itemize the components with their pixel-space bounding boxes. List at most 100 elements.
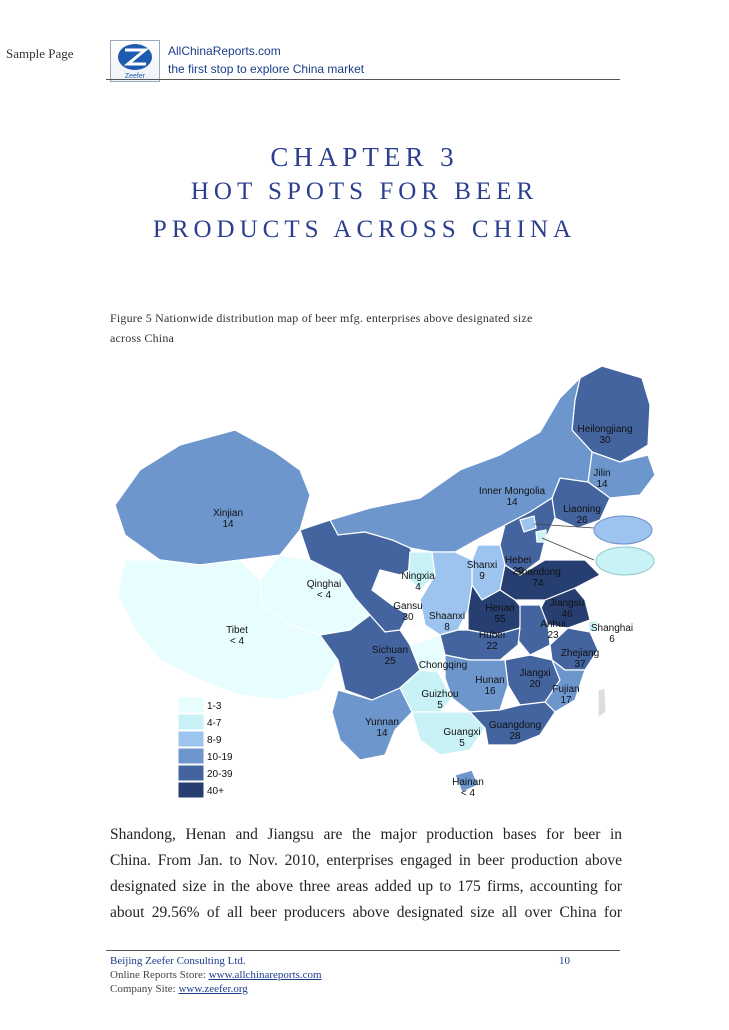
label-anhui: Anhui (540, 619, 566, 630)
footer-store: Online Reports Store: www.allchinareport… (110, 969, 322, 981)
region-inner-mongolia (329, 376, 593, 553)
footer-site: Company Site: www.zeefer.org (110, 983, 248, 995)
legend-swatch-3 (177, 730, 205, 748)
value-hainan: < 4 (461, 788, 476, 799)
value-shanxi: 9 (479, 571, 485, 582)
label-shaanxi: Shaanxi (429, 611, 465, 622)
region-guangxi (411, 711, 486, 756)
label-shandong: Shandong (515, 567, 561, 578)
label-fujian: Fujian (552, 684, 579, 695)
legend-label-6: 40+ (207, 786, 224, 797)
region-fujian (544, 658, 586, 713)
label-inner-mongolia: Inner Mongolia (479, 486, 546, 497)
value-liaoning: 26 (576, 515, 588, 526)
footer-store-label: Online Reports Store: (110, 969, 209, 981)
zeefer-logo-icon: Zeefer (118, 44, 152, 80)
legend-label-5: 20-39 (207, 769, 233, 780)
region-hainan (454, 769, 479, 793)
label-tibet: Tibet (226, 625, 248, 636)
region-shanghai (587, 619, 599, 633)
legend-label-3: 8-9 (207, 735, 222, 746)
value-guizhou: 5 (437, 700, 443, 711)
chapter-number: CHAPTER 3 (270, 142, 459, 172)
zeefer-logo: Zeefer (110, 40, 160, 82)
label-chongqing: Chongqing (419, 660, 467, 671)
label-liaoning: Liaoning (563, 504, 601, 515)
value-hubei: 22 (486, 641, 498, 652)
header-rule (106, 79, 620, 80)
tianjin-callout (595, 546, 655, 576)
value-qinghai: < 4 (317, 590, 332, 601)
site-tagline: the first stop to explore China market (168, 62, 365, 76)
legend-label-4: 10-19 (207, 752, 233, 763)
body-line-1: Shandong, Henan and Jiangsu are the majo… (110, 826, 622, 843)
label-heilongjiang: Heilongjiang (577, 424, 632, 435)
region-hunan (444, 654, 509, 713)
value-tibet: < 4 (230, 636, 245, 647)
region-ningxia (407, 551, 436, 591)
sample-page-label: Sample Page (6, 46, 74, 61)
legend-swatch-6 (177, 781, 205, 799)
label-yunnan: Yunnan (365, 717, 399, 728)
label-hebei: Hebei (505, 555, 531, 566)
value-jilin: 14 (596, 479, 608, 490)
figure-caption-line2: across China (110, 331, 175, 345)
value-heilongjiang: 30 (599, 435, 611, 446)
chapter-title-line1: HOT SPOTS FOR BEER (190, 178, 539, 205)
value-gansu: 30 (402, 612, 414, 623)
footer-site-label: Company Site: (110, 983, 179, 995)
logo-text: Zeefer (125, 73, 146, 80)
legend-swatch-5 (177, 764, 205, 782)
chapter-title-line2: PRODUCTS ACROSS CHINA (152, 216, 577, 243)
value-shanghai: 6 (609, 634, 615, 645)
value-xinjian: 14 (222, 519, 234, 530)
footer-company: Beijing Zeefer Consulting Ltd. (110, 955, 246, 967)
label-jilin: Jilin (593, 468, 610, 479)
value-henan: 55 (494, 614, 506, 625)
value-guangxi: 5 (459, 738, 465, 749)
region-guangdong (468, 701, 556, 746)
body-line-3: designated size in the above three areas… (110, 878, 622, 895)
footer-rule (106, 950, 620, 951)
label-hunan: Hunan (475, 675, 504, 686)
region-taiwan (597, 687, 607, 720)
value-anhui: 23 (547, 630, 559, 641)
legend-label-1: 1-3 (207, 701, 222, 712)
label-gansu: Gansu (393, 601, 422, 612)
label-qinghai: Qinghai (307, 579, 341, 590)
region-tianjin (535, 529, 547, 543)
label-jiangxi: Jiangxi (519, 668, 550, 679)
label-hainan: Hainan (452, 777, 484, 788)
value-yunnan: 14 (376, 728, 388, 739)
value-guangdong: 28 (509, 731, 521, 742)
label-jiangsu: Jiangsu (550, 598, 584, 609)
value-zhejiang: 37 (574, 659, 586, 670)
legend-swatch-2 (177, 713, 205, 731)
label-guangxi: Guangxi (443, 727, 480, 738)
body-line-2: China. From Jan. to Nov. 2010, enterpris… (110, 852, 622, 869)
label-shanghai: Shanghai (591, 623, 633, 634)
page-number: 10 (559, 955, 570, 967)
region-xinjian (114, 429, 311, 566)
value-jiangsu: 46 (561, 609, 573, 620)
value-jiangxi: 20 (529, 679, 541, 690)
site-name: AllChinaReports.com (168, 44, 281, 58)
legend-swatch-4 (177, 747, 205, 765)
value-inner-mongolia: 14 (506, 497, 518, 508)
company-site-link[interactable]: www.zeefer.org (178, 983, 248, 995)
label-hubei: Hubei (479, 630, 505, 641)
value-sichuan: 25 (384, 656, 396, 667)
region-yunnan (331, 687, 413, 761)
map-legend: 1-3 4-7 8-9 10-19 20-39 40+ (177, 696, 233, 799)
value-fujian: 17 (560, 695, 572, 706)
region-chongqing (409, 634, 446, 673)
label-ningxia: Ningxia (401, 571, 435, 582)
label-shanxi: Shanxi (467, 560, 498, 571)
figure-caption-line1: Figure 5 Nationwide distribution map of … (110, 311, 533, 325)
legend-swatch-1 (177, 696, 205, 714)
value-hunan: 16 (484, 686, 496, 697)
store-link[interactable]: www.allchinareports.com (208, 969, 322, 981)
label-xinjian: Xinjian (213, 508, 243, 519)
